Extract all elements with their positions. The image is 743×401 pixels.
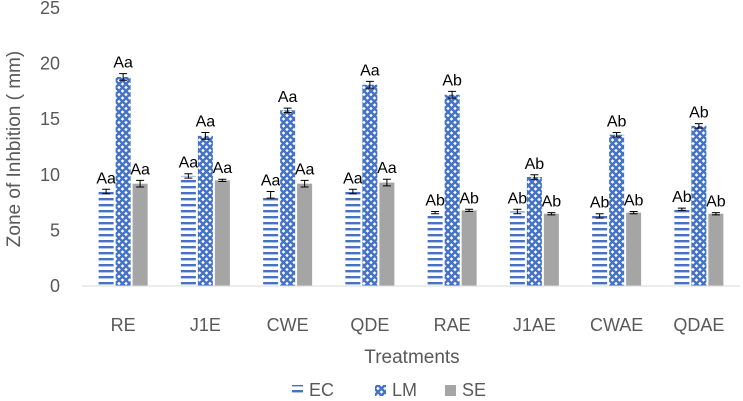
x-tick-label: J1AE <box>513 315 556 335</box>
significance-label: Aa <box>343 170 363 187</box>
error-bar <box>266 190 275 199</box>
significance-label: Aa <box>295 161 315 178</box>
bar-ec <box>345 191 361 286</box>
y-axis-tick-labels: 0 5 10 15 20 25 <box>40 0 60 296</box>
significance-label: Aa <box>360 62 380 79</box>
error-bar <box>218 178 227 182</box>
y-tick-label: 25 <box>40 0 60 18</box>
bar-lm <box>526 177 542 286</box>
significance-label: Ab <box>459 190 479 207</box>
y-tick-label: 5 <box>50 220 60 240</box>
bar-ec <box>592 215 608 286</box>
x-tick-label: CWAE <box>590 315 643 335</box>
significance-label: Ab <box>590 195 610 212</box>
y-tick-label: 15 <box>40 109 60 129</box>
error-bar <box>102 188 111 195</box>
bar-se <box>708 213 724 286</box>
legend-label-ec: EC <box>309 380 334 400</box>
x-tick-label: J1E <box>190 315 221 335</box>
x-axis-title: Treatments <box>364 347 459 368</box>
significance-label: Ab <box>607 114 627 131</box>
bar-se <box>379 182 395 286</box>
error-bar <box>448 90 457 99</box>
bar-ec <box>263 194 279 286</box>
legend-swatch-se <box>445 385 456 396</box>
legend: EC LM SE <box>292 380 486 400</box>
bar-se <box>626 212 642 286</box>
y-tick-label: 0 <box>50 276 60 296</box>
error-bar <box>365 80 374 89</box>
error-bar <box>119 73 128 81</box>
bar-lm <box>609 134 625 286</box>
error-bar <box>136 179 145 188</box>
bar-lm <box>280 110 296 286</box>
error-bar <box>283 107 292 114</box>
significance-label: Aa <box>130 161 150 178</box>
error-bar <box>677 207 686 211</box>
x-axis-tick-labels: RE J1E CWE QDE RAE J1AE CWAE QDAE <box>111 315 725 335</box>
bar-ec <box>98 191 114 286</box>
error-bar <box>612 132 621 138</box>
error-bar <box>465 208 474 212</box>
x-tick-label: RAE <box>434 315 471 335</box>
error-bar <box>431 210 440 215</box>
significance-label: Ab <box>624 192 644 209</box>
significance-label: Ab <box>706 194 726 211</box>
error-bar <box>629 210 638 215</box>
legend-label-lm: LM <box>392 380 417 400</box>
bar-ec <box>180 175 196 286</box>
error-bar <box>711 212 720 216</box>
error-bar <box>300 179 309 188</box>
significance-label: Aa <box>196 114 216 131</box>
significance-label: Aa <box>377 160 397 177</box>
error-bar <box>184 173 193 179</box>
bar-ec <box>427 212 443 286</box>
error-bar <box>348 188 357 195</box>
error-bar <box>513 208 522 215</box>
bar-lm <box>691 125 707 286</box>
bar-lm <box>444 94 460 287</box>
y-tick-label: 20 <box>40 54 60 74</box>
legend-label-se: SE <box>462 380 486 400</box>
significance-label: Aa <box>261 172 281 189</box>
bar-se <box>214 180 230 286</box>
x-tick-label: CWE <box>267 315 309 335</box>
error-bar <box>694 123 703 129</box>
error-bar <box>201 132 210 140</box>
legend-swatch-lm <box>375 385 386 396</box>
bars: Aa Aa Aa Aa Aa Aa Aa Aa Aa Aa Aa Aa Ab Ab Ab Ab Ab Ab Ab Ab… <box>96 55 726 287</box>
bar-ec <box>674 209 690 286</box>
x-tick-label: QDE <box>350 315 389 335</box>
significance-label: Aa <box>179 155 199 172</box>
x-tick-label: QDAE <box>673 315 724 335</box>
legend-swatch-ec <box>292 385 303 396</box>
significance-label: Aa <box>278 89 298 106</box>
significance-label: Aa <box>113 55 133 72</box>
bar-lm <box>197 135 213 286</box>
bar-lm <box>362 84 378 286</box>
significance-label: Ab <box>508 190 528 207</box>
error-bar <box>530 174 539 180</box>
error-bar <box>595 213 604 219</box>
significance-label: Aa <box>213 160 233 177</box>
significance-label: Ab <box>689 105 709 122</box>
x-tick-label: RE <box>111 315 136 335</box>
significance-label: Aa <box>96 170 116 187</box>
significance-label: Ab <box>525 156 545 173</box>
bar-se <box>543 213 559 286</box>
significance-label: Ab <box>425 192 445 209</box>
error-bar <box>382 178 391 187</box>
bar-se <box>297 183 313 286</box>
bar-se <box>132 183 148 286</box>
bar-lm <box>115 76 131 286</box>
y-tick-label: 10 <box>40 165 60 185</box>
bar-ec <box>509 211 525 286</box>
y-axis-title: Zone of Inhbition ( mm) <box>4 51 25 247</box>
significance-label: Ab <box>442 72 462 89</box>
bar-se <box>461 210 477 286</box>
error-bar <box>547 212 556 216</box>
significance-label: Ab <box>672 189 692 206</box>
significance-label: Ab <box>542 194 562 211</box>
